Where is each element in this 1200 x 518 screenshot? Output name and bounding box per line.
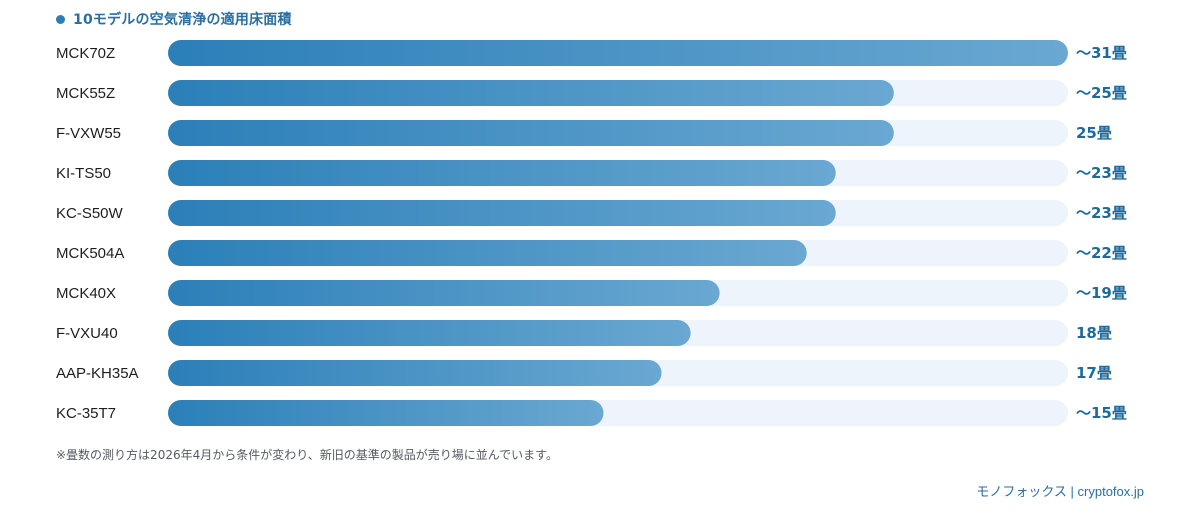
- chart-title-row: 10モデルの空気清浄の適用床面積: [56, 9, 292, 29]
- bar-chart: MCK70Z ～31畳 MCK55Z ～25畳 F-VXW55 25畳 KI-TS50 ～23…: [56, 40, 1127, 426]
- bar: [168, 240, 807, 266]
- category-label: KC-S50W: [56, 205, 124, 222]
- title-bullet-icon: [56, 14, 65, 24]
- bar: [168, 120, 894, 146]
- bar-row: KC-35T7 ～15畳: [56, 400, 1127, 426]
- value-label: 17畳: [1076, 364, 1112, 382]
- bar-row: AAP-KH35A 17畳: [56, 360, 1112, 386]
- category-label: MCK55Z: [56, 85, 115, 102]
- value-label: ～15畳: [1076, 404, 1127, 422]
- bar-row: KI-TS50 ～23畳: [56, 160, 1127, 186]
- value-label: ～19畳: [1076, 284, 1127, 302]
- bar-row: MCK40X ～19畳: [56, 280, 1127, 306]
- bar-row: MCK55Z ～25畳: [56, 80, 1127, 106]
- bar: [168, 160, 836, 186]
- value-label: ～31畳: [1076, 44, 1127, 62]
- value-label: 18畳: [1076, 324, 1112, 342]
- category-label: MCK40X: [56, 285, 116, 302]
- category-label: KC-35T7: [56, 405, 116, 422]
- bar: [168, 40, 1068, 66]
- bar-row: KC-S50W ～23畳: [56, 200, 1127, 226]
- bar: [168, 360, 662, 386]
- bar-row: F-VXW55 25畳: [56, 120, 1112, 146]
- bar: [168, 80, 894, 106]
- category-label: MCK70Z: [56, 45, 115, 62]
- bar: [168, 320, 691, 346]
- bar-row: MCK70Z ～31畳: [56, 40, 1127, 66]
- bar: [168, 280, 720, 306]
- value-label: ～22畳: [1076, 244, 1127, 262]
- value-label: ～25畳: [1076, 84, 1127, 102]
- bar-row: F-VXU40 18畳: [56, 320, 1112, 346]
- chart-title: 10モデルの空気清浄の適用床面積: [73, 12, 292, 28]
- category-label: AAP-KH35A: [56, 365, 139, 382]
- category-label: MCK504A: [56, 245, 124, 262]
- category-label: F-VXU40: [56, 325, 118, 342]
- bar-row: MCK504A ～22畳: [56, 240, 1127, 266]
- category-label: F-VXW55: [56, 125, 121, 142]
- bar: [168, 400, 604, 426]
- value-label: 25畳: [1076, 124, 1112, 142]
- footnote: ※畳数の測り方は2026年4月から条件が変わり、新旧の基準の製品が売り場に並んで…: [56, 448, 558, 462]
- category-label: KI-TS50: [56, 165, 111, 182]
- source-credit: モノフォックス | cryptofox.jp: [976, 484, 1144, 499]
- value-label: ～23畳: [1076, 164, 1127, 182]
- bar: [168, 200, 836, 226]
- value-label: ～23畳: [1076, 204, 1127, 222]
